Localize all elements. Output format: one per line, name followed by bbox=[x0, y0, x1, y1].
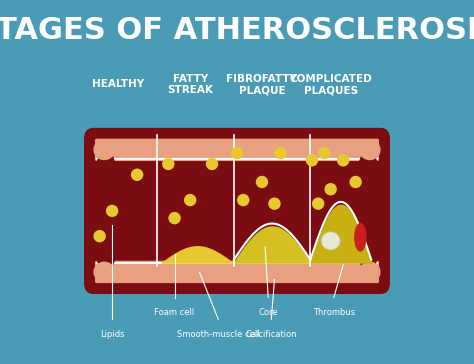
Point bbox=[258, 179, 266, 185]
Ellipse shape bbox=[321, 232, 340, 250]
Point bbox=[352, 179, 359, 185]
Point bbox=[208, 161, 216, 167]
Ellipse shape bbox=[353, 150, 384, 272]
Point bbox=[314, 201, 322, 207]
Point bbox=[327, 186, 335, 192]
Text: STAGES OF ATHEROSCLEROSIS: STAGES OF ATHEROSCLEROSIS bbox=[0, 16, 474, 45]
Point bbox=[320, 150, 328, 156]
Text: FIBROFATTY
PLAQUE: FIBROFATTY PLAQUE bbox=[227, 74, 298, 95]
Point bbox=[186, 197, 194, 203]
Point bbox=[308, 157, 316, 163]
Text: Thrombus: Thrombus bbox=[313, 308, 355, 317]
FancyBboxPatch shape bbox=[95, 139, 379, 161]
Point bbox=[233, 150, 241, 156]
Ellipse shape bbox=[359, 139, 381, 160]
Text: Smooth-muscle cell: Smooth-muscle cell bbox=[177, 330, 260, 339]
Text: COMPLICATED
PLAQUES: COMPLICATED PLAQUES bbox=[289, 74, 372, 95]
Ellipse shape bbox=[93, 262, 115, 282]
Point bbox=[239, 197, 247, 203]
Point bbox=[171, 215, 178, 221]
Text: FATTY
STREAK: FATTY STREAK bbox=[167, 74, 213, 95]
FancyBboxPatch shape bbox=[84, 128, 390, 294]
Text: HEALTHY: HEALTHY bbox=[92, 79, 145, 90]
Ellipse shape bbox=[359, 262, 381, 282]
FancyBboxPatch shape bbox=[95, 261, 379, 283]
Point bbox=[271, 201, 278, 207]
Point bbox=[96, 233, 103, 239]
Point bbox=[164, 161, 172, 167]
Point bbox=[277, 150, 284, 156]
Text: Core: Core bbox=[258, 308, 278, 317]
Text: Calcification: Calcification bbox=[246, 330, 297, 339]
Text: Foam cell: Foam cell bbox=[155, 308, 195, 317]
Ellipse shape bbox=[354, 223, 366, 252]
Point bbox=[109, 208, 116, 214]
Point bbox=[339, 157, 347, 163]
Text: Lipids: Lipids bbox=[100, 330, 124, 339]
Point bbox=[133, 172, 141, 178]
Ellipse shape bbox=[93, 139, 115, 160]
Ellipse shape bbox=[90, 150, 121, 272]
